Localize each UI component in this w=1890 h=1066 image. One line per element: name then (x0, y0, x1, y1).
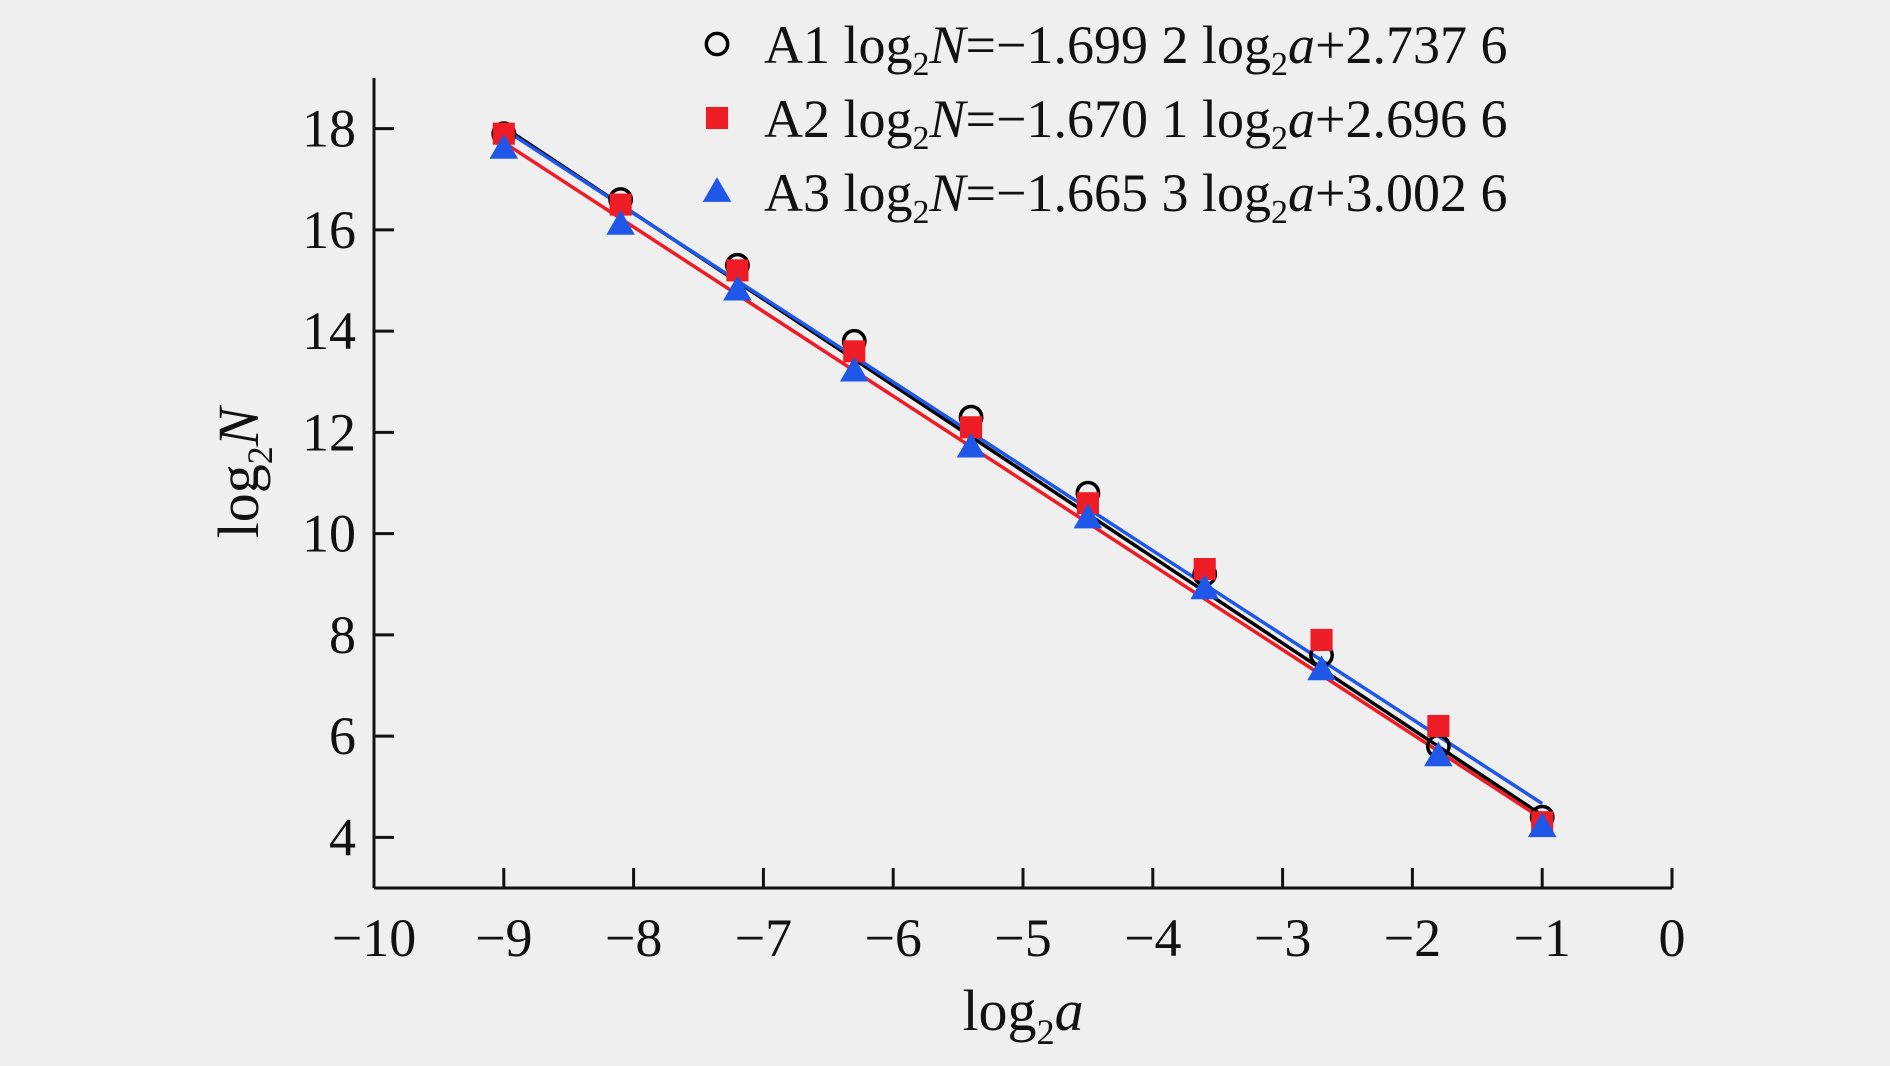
point-a3 (1307, 655, 1336, 681)
point-a2 (1427, 714, 1450, 738)
x-tick-label: 0 (1659, 908, 1686, 968)
y-axis-label: log2N (206, 404, 280, 538)
point-a3 (606, 209, 635, 235)
y-tick-label: 16 (302, 200, 356, 260)
x-tick-label: −8 (605, 908, 662, 968)
point-a3 (956, 432, 986, 458)
legend-entry-a3: A3 log2N=−1.665 3 log2a+3.002 6 (764, 163, 1507, 231)
y-tick-label: 14 (302, 301, 356, 361)
point-a3 (489, 134, 519, 159)
fit-line-a2 (502, 140, 1544, 821)
x-tick-label: −4 (1124, 908, 1181, 968)
x-tick-label: −5 (994, 908, 1051, 968)
y-tick-label: 8 (329, 605, 356, 665)
y-tick-label: 18 (302, 99, 356, 159)
y-tick-label: 10 (302, 504, 356, 564)
x-tick-label: −10 (332, 908, 416, 968)
point-a2 (726, 259, 749, 282)
y-tick-label: 4 (329, 807, 356, 867)
point-a3 (1527, 812, 1557, 838)
point-a2 (1193, 558, 1216, 581)
legend-marker-a3 (702, 177, 732, 202)
point-a3 (1190, 574, 1220, 600)
point-a2 (1310, 628, 1333, 651)
legend-entry-a2: A2 log2N=−1.670 1 log2a+2.696 6 (764, 89, 1507, 157)
point-a2 (960, 416, 983, 439)
x-axis-label: log2a (962, 978, 1083, 1052)
x-tick-label: −6 (864, 908, 921, 968)
x-tick-label: −2 (1384, 908, 1441, 968)
point-a2 (492, 122, 515, 145)
legend-marker-a2 (705, 106, 729, 130)
y-tick-label: 12 (302, 402, 356, 462)
point-a3 (723, 275, 752, 301)
point-a3 (1424, 741, 1453, 767)
legend: A1 log2N=−1.699 2 log2a+2.737 6A2 log2N=… (702, 15, 1507, 231)
x-tick-label: −9 (475, 908, 532, 968)
data-points (489, 121, 1557, 838)
point-a3 (1073, 503, 1103, 529)
x-tick-label: −1 (1513, 908, 1570, 968)
fit-lines (502, 125, 1544, 821)
point-a2 (843, 340, 866, 363)
legend-entry-a1: A1 log2N=−1.699 2 log2a+2.737 6 (764, 15, 1507, 83)
point-a2 (609, 193, 632, 216)
x-tick-label: −7 (735, 908, 792, 968)
fit-line-a3 (502, 127, 1544, 806)
point-a3 (839, 356, 869, 382)
y-tick-label: 6 (329, 706, 356, 766)
x-tick-label: −3 (1254, 908, 1311, 968)
legend-marker-a1 (704, 31, 730, 57)
axis-labels: log2a log2N (206, 404, 1084, 1052)
point-a2 (1076, 492, 1099, 515)
